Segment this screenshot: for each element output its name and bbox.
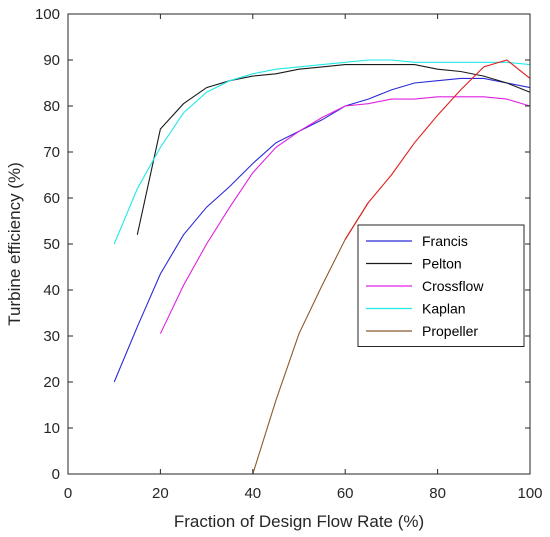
- y-tick-label: 100: [35, 6, 60, 23]
- tick-layer: 0 20 40 60 80 100 0 10 20 30 40 50 60 70 80 90 100: [35, 6, 543, 502]
- series-line-kaplan: [113, 59, 531, 245]
- x-tick-label: 40: [244, 485, 261, 502]
- x-tick-label: 60: [337, 485, 354, 502]
- y-axis-title: Turbine efficiency (%): [5, 162, 24, 325]
- x-tick-label: 80: [429, 485, 446, 502]
- y-tick-label: 30: [43, 328, 60, 345]
- y-tick-label: 40: [43, 282, 60, 299]
- series-line-propeller: [344, 59, 531, 240]
- y-tick-label: 50: [43, 236, 60, 253]
- series-line-francis: [113, 77, 531, 383]
- x-tick-label: 20: [152, 485, 169, 502]
- legend-label-crossflow: Crossflow: [422, 278, 484, 294]
- series-layer: [113, 59, 531, 475]
- y-tick-label: 80: [43, 98, 60, 115]
- x-tick-label: 0: [64, 485, 72, 502]
- series-line-pelton: [136, 64, 531, 235]
- x-tick-label: 100: [517, 485, 542, 502]
- series-line-crossflow: [159, 96, 531, 334]
- legend-label-pelton: Pelton: [422, 256, 462, 272]
- y-tick-label: 60: [43, 190, 60, 207]
- legend: Francis Pelton Crossflow Kaplan Propeller: [357, 224, 525, 347]
- legend-label-kaplan: Kaplan: [422, 301, 466, 317]
- y-tick-label: 10: [43, 420, 60, 437]
- y-tick-label: 90: [43, 52, 60, 69]
- legend-label-francis: Francis: [422, 233, 468, 249]
- y-tick-label: 70: [43, 144, 60, 161]
- legend-label-propeller: Propeller: [422, 323, 478, 339]
- x-axis-title: Fraction of Design Flow Rate (%): [174, 512, 424, 531]
- y-tick-label: 0: [52, 466, 60, 483]
- y-tick-label: 20: [43, 374, 60, 391]
